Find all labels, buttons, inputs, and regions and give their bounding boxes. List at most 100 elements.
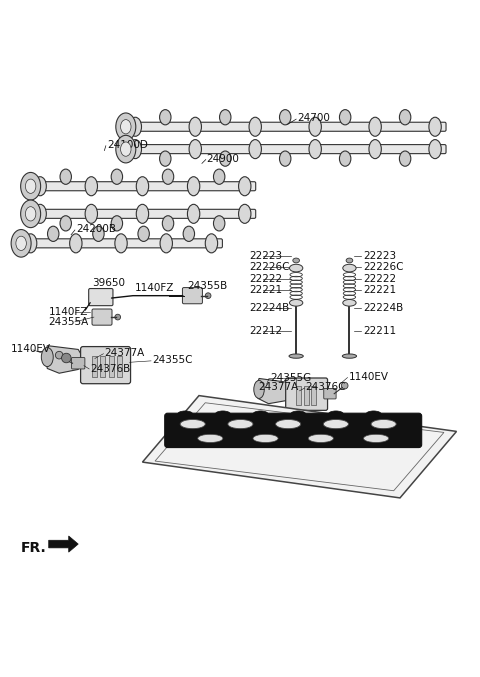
Text: 22224B: 22224B [364, 303, 404, 313]
Ellipse shape [308, 435, 334, 443]
Ellipse shape [219, 151, 231, 167]
Ellipse shape [253, 411, 268, 417]
Text: 24355B: 24355B [188, 281, 228, 291]
Ellipse shape [116, 135, 136, 163]
FancyBboxPatch shape [89, 288, 113, 306]
Ellipse shape [159, 110, 171, 125]
Polygon shape [48, 536, 78, 552]
Polygon shape [45, 346, 83, 373]
Ellipse shape [162, 169, 174, 184]
Ellipse shape [253, 435, 278, 443]
Ellipse shape [136, 177, 149, 196]
Text: 24700: 24700 [297, 113, 330, 123]
Text: 24200B: 24200B [76, 224, 116, 234]
Bar [117, 355, 122, 376]
Text: 24377A: 24377A [104, 348, 144, 357]
Ellipse shape [219, 110, 231, 125]
Circle shape [205, 293, 211, 299]
Ellipse shape [48, 226, 59, 242]
Text: 1140FZ: 1140FZ [48, 307, 88, 317]
Ellipse shape [429, 139, 441, 158]
Ellipse shape [369, 139, 381, 158]
Ellipse shape [279, 110, 291, 125]
Ellipse shape [25, 206, 36, 221]
FancyBboxPatch shape [81, 347, 131, 384]
Text: FR.: FR. [21, 541, 47, 555]
Text: 24377A: 24377A [258, 382, 299, 392]
Ellipse shape [187, 177, 200, 196]
Ellipse shape [279, 151, 291, 167]
Ellipse shape [293, 258, 300, 263]
Ellipse shape [291, 411, 306, 417]
Ellipse shape [120, 120, 131, 134]
Ellipse shape [214, 169, 225, 184]
Ellipse shape [11, 230, 31, 257]
Text: 24355C: 24355C [152, 355, 192, 365]
Ellipse shape [343, 299, 356, 306]
Ellipse shape [187, 204, 200, 223]
Ellipse shape [116, 113, 136, 141]
Ellipse shape [160, 234, 172, 253]
Ellipse shape [363, 435, 389, 443]
Ellipse shape [343, 264, 356, 272]
Polygon shape [256, 378, 292, 403]
Text: 22222: 22222 [250, 274, 283, 284]
Ellipse shape [138, 226, 149, 242]
Ellipse shape [120, 142, 131, 156]
FancyBboxPatch shape [165, 413, 421, 447]
Ellipse shape [189, 139, 202, 158]
Text: 1140FZ: 1140FZ [134, 283, 174, 293]
Text: 24355G: 24355G [270, 372, 311, 383]
Ellipse shape [342, 354, 357, 358]
Ellipse shape [324, 420, 348, 429]
Ellipse shape [216, 411, 230, 417]
Circle shape [341, 383, 348, 389]
Ellipse shape [289, 354, 303, 358]
FancyBboxPatch shape [92, 309, 112, 325]
Ellipse shape [25, 179, 36, 194]
Ellipse shape [85, 204, 97, 223]
Text: 22222: 22222 [364, 274, 397, 284]
Ellipse shape [159, 151, 171, 167]
Text: 22221: 22221 [250, 285, 283, 295]
Ellipse shape [41, 347, 53, 366]
Bar [312, 386, 316, 405]
Ellipse shape [198, 435, 223, 443]
Ellipse shape [339, 151, 351, 167]
Text: 22226C: 22226C [364, 262, 404, 272]
Text: 24100D: 24100D [107, 140, 148, 150]
Text: 1140EV: 1140EV [348, 372, 388, 382]
Bar [296, 386, 301, 405]
Text: 22212: 22212 [250, 326, 283, 336]
Circle shape [61, 353, 71, 363]
FancyBboxPatch shape [124, 123, 446, 131]
Text: 22224B: 22224B [250, 303, 290, 313]
Ellipse shape [228, 420, 253, 429]
Ellipse shape [60, 216, 72, 231]
Ellipse shape [369, 117, 381, 136]
FancyBboxPatch shape [29, 181, 256, 191]
Circle shape [55, 351, 63, 359]
Ellipse shape [399, 110, 411, 125]
Text: 1140EV: 1140EV [11, 344, 51, 354]
Ellipse shape [289, 264, 303, 272]
Ellipse shape [34, 177, 47, 196]
Ellipse shape [111, 169, 122, 184]
Ellipse shape [115, 234, 127, 253]
FancyBboxPatch shape [324, 389, 336, 399]
Text: 24355A: 24355A [48, 317, 89, 327]
Ellipse shape [309, 139, 322, 158]
Ellipse shape [85, 177, 97, 196]
Ellipse shape [70, 234, 82, 253]
FancyBboxPatch shape [124, 145, 446, 154]
Ellipse shape [239, 177, 251, 196]
Ellipse shape [189, 117, 202, 136]
Text: 24376B: 24376B [90, 364, 131, 374]
Ellipse shape [34, 204, 47, 223]
Ellipse shape [129, 139, 142, 158]
Ellipse shape [129, 117, 142, 136]
Ellipse shape [239, 204, 251, 223]
Ellipse shape [111, 216, 122, 231]
Ellipse shape [205, 234, 217, 253]
Bar [100, 355, 105, 376]
